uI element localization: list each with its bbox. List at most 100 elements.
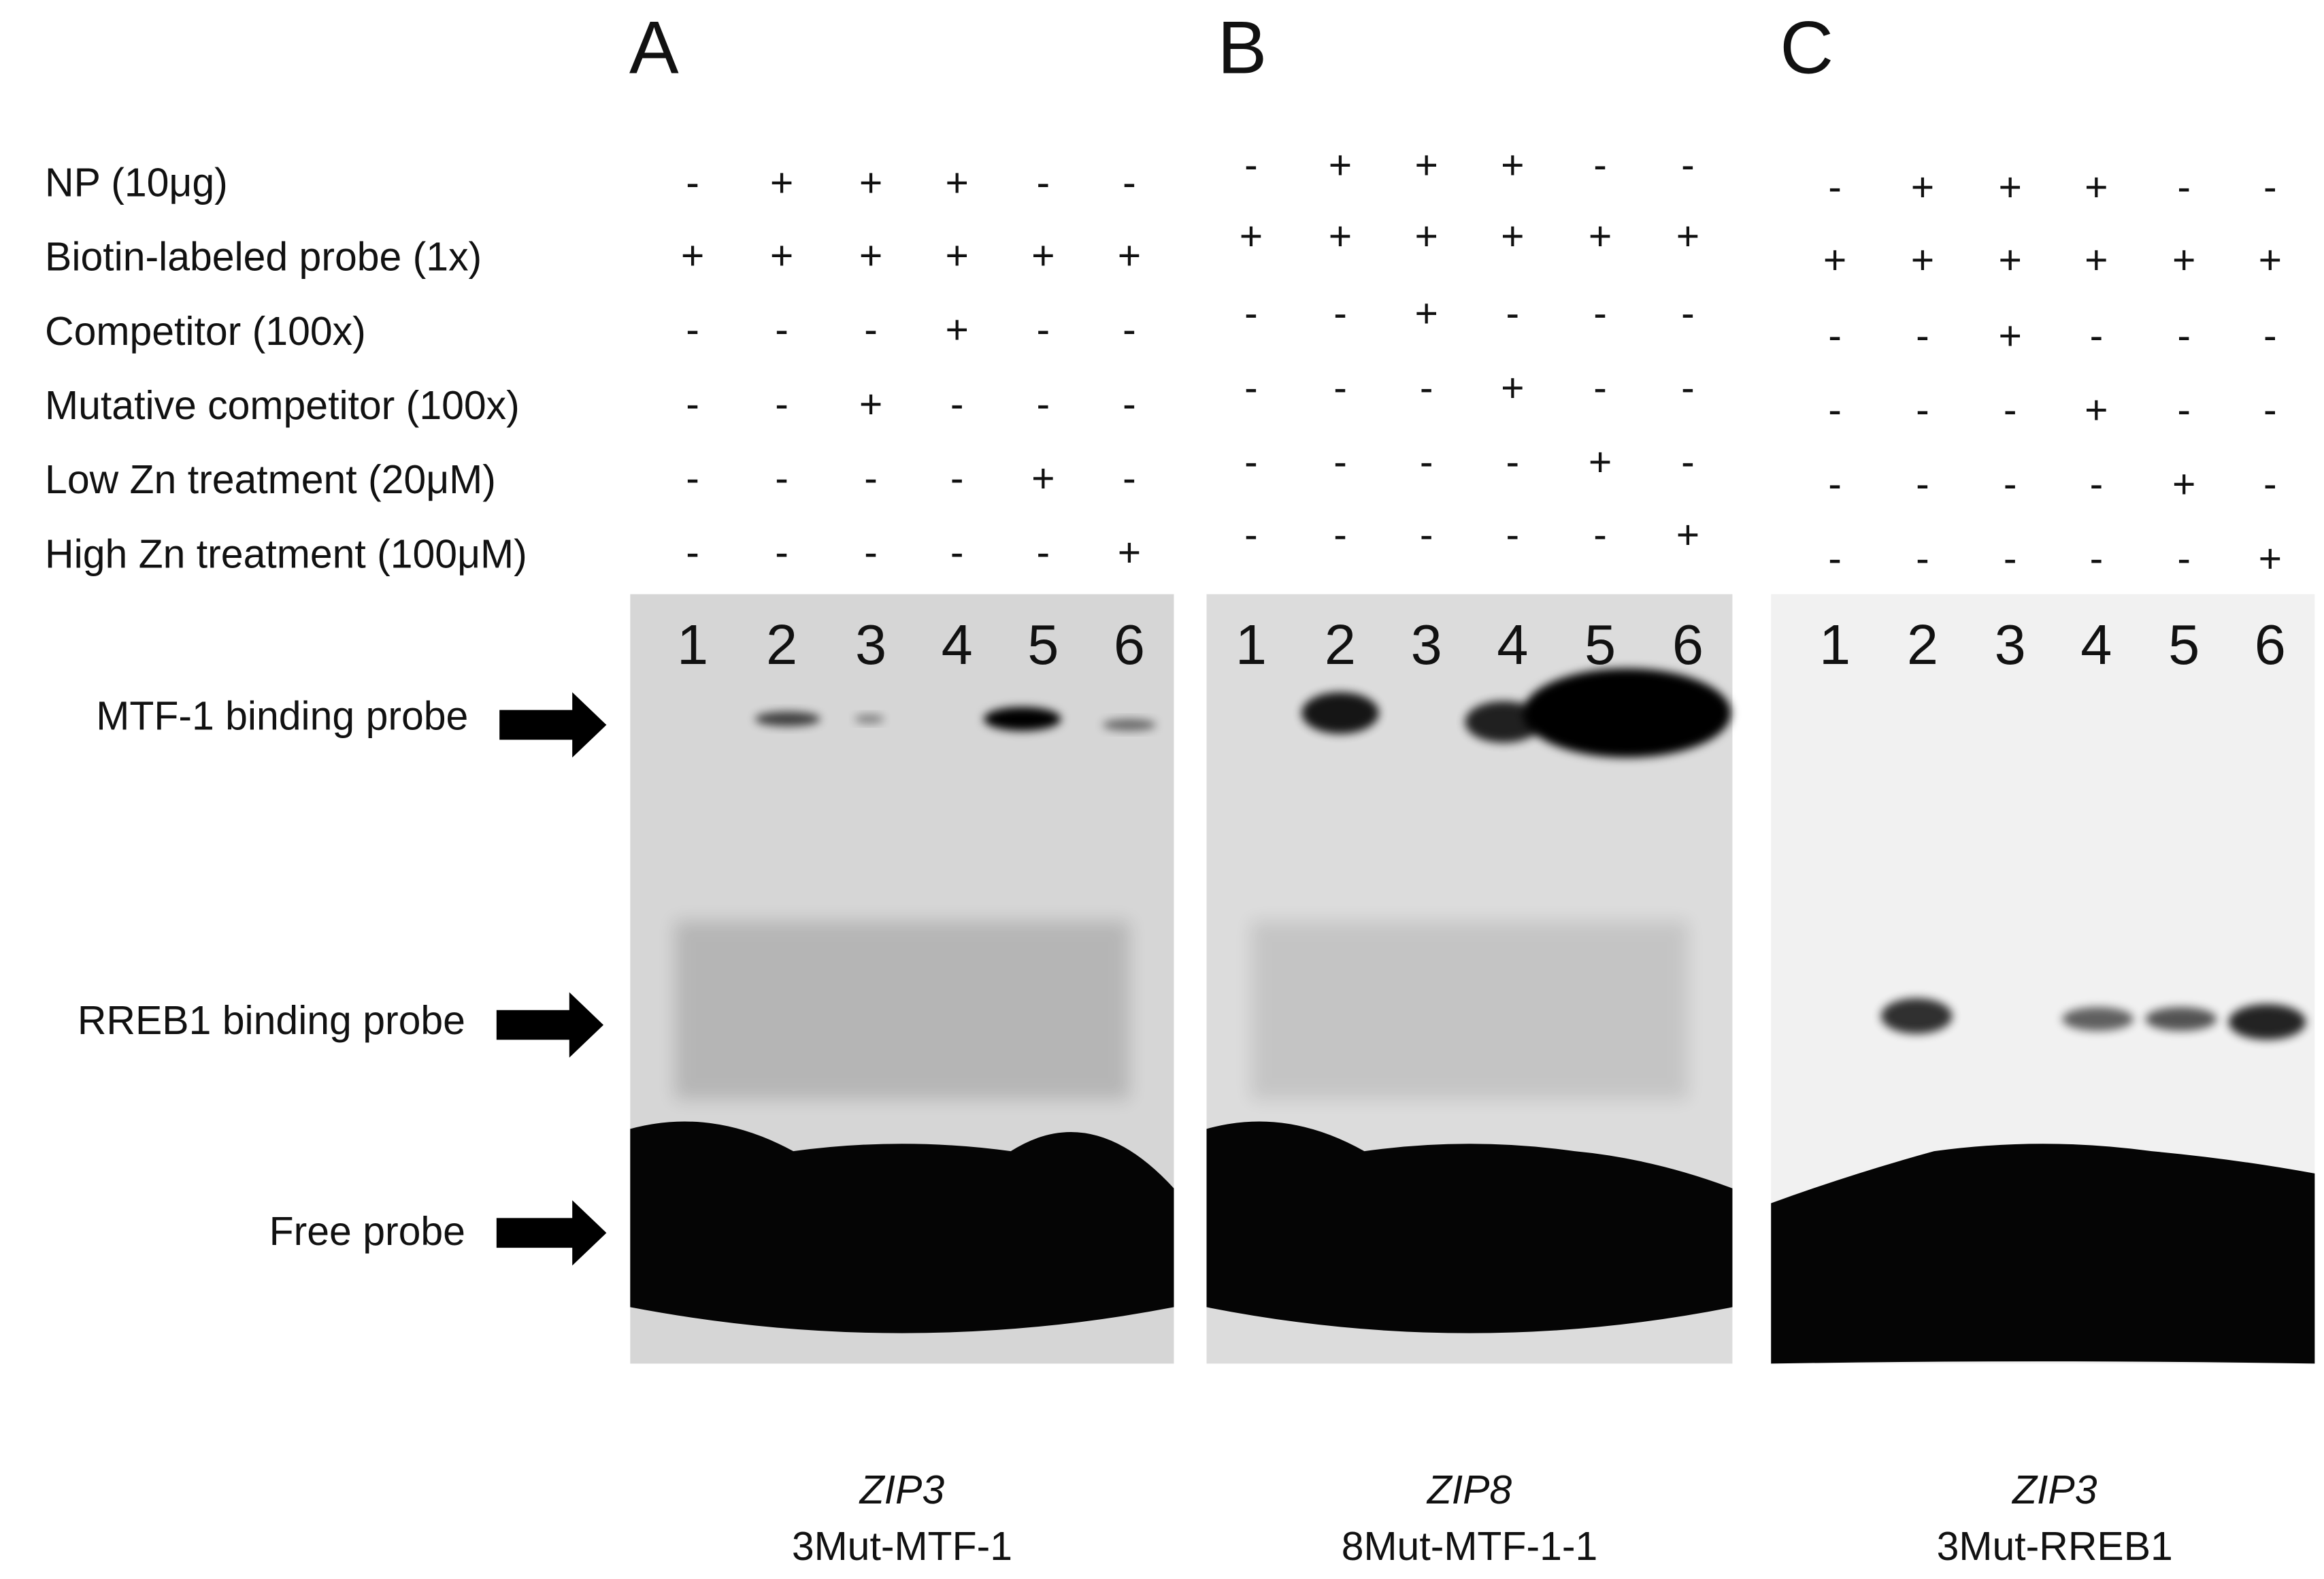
lane-number: 2 <box>766 613 797 676</box>
condition-sign: - <box>2004 463 2017 507</box>
arrow <box>496 992 604 1058</box>
condition-sign: + <box>2172 463 2195 507</box>
condition-sign: + <box>1414 214 1438 259</box>
condition-sign: + <box>1999 165 2022 210</box>
condition-sign: - <box>1244 292 1258 336</box>
condition-sign: + <box>1911 238 1934 282</box>
gel-smear <box>674 920 1129 1099</box>
condition-sign: + <box>1501 366 1524 410</box>
lane-number: 4 <box>942 613 973 676</box>
row-label: Competitor (100x) <box>45 310 366 354</box>
condition-sign: - <box>2263 463 2277 507</box>
lane-number: 5 <box>1584 613 1616 676</box>
condition-sign: - <box>2263 165 2277 210</box>
band-label: MTF-1 binding probe <box>96 694 468 738</box>
lane-number: 5 <box>2168 613 2200 676</box>
free-probe-band <box>1206 1121 1733 1333</box>
condition-sign: + <box>859 233 882 278</box>
condition-sign: - <box>1681 292 1695 336</box>
lane-number: 4 <box>2080 613 2112 676</box>
construct-name: 3Mut-RREB1 <box>1937 1525 2173 1569</box>
arrow <box>499 692 607 758</box>
condition-sign: + <box>770 161 793 205</box>
gel-band <box>1465 701 1542 743</box>
gene-name: ZIP3 <box>2011 1468 2097 1512</box>
gel-band <box>983 707 1061 731</box>
condition-sign: - <box>2263 388 2277 433</box>
condition-sign: + <box>1676 513 1699 557</box>
condition-sign: - <box>1244 143 1258 187</box>
panel: C- + + + - -+ + + + + +- - + - - -- - - + - -- - - - + -- - - - - +1 2 3… <box>1771 6 2315 1569</box>
band-label: RREB1 binding probe <box>78 999 465 1043</box>
condition-sign: - <box>1681 366 1695 410</box>
row-label: NP (10μg) <box>45 161 228 205</box>
condition-sign: - <box>775 456 788 501</box>
condition-sign: - <box>864 456 878 501</box>
condition-sign: - <box>1123 456 1136 501</box>
lane-number: 1 <box>677 613 708 676</box>
construct-name: 8Mut-MTF-1-1 <box>1342 1525 1598 1569</box>
condition-sign: + <box>1501 214 1524 259</box>
condition-sign: - <box>1037 531 1050 575</box>
arrow <box>496 1200 607 1266</box>
condition-sign: - <box>1333 292 1347 336</box>
condition-sign: + <box>1999 238 2022 282</box>
condition-sign: - <box>1916 388 1929 433</box>
condition-sign: + <box>1414 143 1438 187</box>
lane-number: 1 <box>1235 613 1267 676</box>
condition-sign: + <box>2085 388 2108 433</box>
condition-sign: - <box>1420 366 1433 410</box>
condition-sign: + <box>1823 238 1846 282</box>
condition-sign: - <box>1828 388 1842 433</box>
condition-sign: - <box>1244 440 1258 484</box>
condition-sign: - <box>2090 537 2104 581</box>
condition-sign: - <box>864 531 878 575</box>
gel-band <box>754 711 820 727</box>
condition-sign: - <box>1037 382 1050 427</box>
lane-number: 3 <box>1995 613 2026 676</box>
condition-sign: - <box>1123 382 1136 427</box>
condition-sign: - <box>686 531 699 575</box>
condition-sign: - <box>1333 440 1347 484</box>
condition-sign: - <box>1593 513 1607 557</box>
gel-band <box>1880 998 1953 1034</box>
condition-sign: - <box>1506 513 1519 557</box>
condition-sign: + <box>945 308 968 352</box>
lane-number: 6 <box>2255 613 2286 676</box>
condition-sign: + <box>859 161 882 205</box>
condition-sign: + <box>2259 238 2282 282</box>
condition-sign: + <box>1414 292 1438 336</box>
condition-sign: - <box>950 456 964 501</box>
gel-band <box>1523 668 1731 758</box>
condition-sign: + <box>1118 531 1141 575</box>
condition-sign: - <box>1828 165 1842 210</box>
panel-letter: B <box>1217 6 1267 89</box>
gel-band <box>2062 1007 2134 1031</box>
labels: NP (10μg) Biotin-labeled probe (1x) Comp… <box>45 161 607 1266</box>
condition-sign: - <box>686 456 699 501</box>
row-label: Biotin-labeled probe (1x) <box>45 235 482 280</box>
condition-sign: - <box>950 382 964 427</box>
condition-sign: - <box>1828 537 1842 581</box>
condition-sign: - <box>2263 314 2277 358</box>
condition-sign: + <box>1329 143 1352 187</box>
condition-sign: - <box>1506 440 1519 484</box>
condition-sign: + <box>1911 165 1934 210</box>
condition-sign: - <box>2090 314 2104 358</box>
gel-band <box>854 714 884 724</box>
gel-smear <box>1251 920 1688 1099</box>
condition-sign: + <box>1031 233 1055 278</box>
gel-band <box>2145 1007 2217 1031</box>
condition-sign: + <box>1676 214 1699 259</box>
condition-sign: - <box>1244 513 1258 557</box>
condition-sign: - <box>950 531 964 575</box>
lane-number: 6 <box>1114 613 1145 676</box>
panel: A- + + + - -+ + + + + +- - - + - -- - + - - -- - - - + -- - - - - +1 2 3… <box>629 6 1174 1569</box>
free-probe-band <box>1771 1144 2315 1364</box>
construct-name: 3Mut-MTF-1 <box>792 1525 1012 1569</box>
condition-sign: - <box>1681 143 1695 187</box>
condition-sign: - <box>775 308 788 352</box>
condition-sign: - <box>1593 292 1607 336</box>
condition-sign: - <box>1037 308 1050 352</box>
